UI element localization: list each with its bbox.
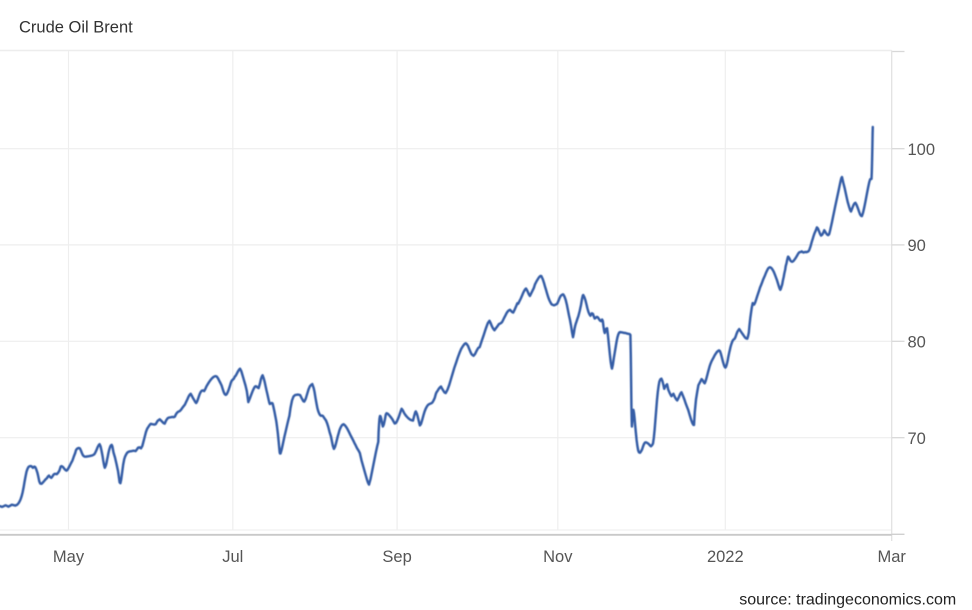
svg-text:May: May [53, 548, 85, 566]
svg-text:2022: 2022 [707, 548, 744, 566]
svg-text:90: 90 [908, 237, 926, 255]
svg-text:100: 100 [908, 141, 936, 159]
svg-text:Mar: Mar [877, 548, 906, 566]
svg-text:Crude Oil Brent: Crude Oil Brent [19, 19, 133, 37]
svg-text:source: tradingeconomics.com: source: tradingeconomics.com [739, 592, 956, 609]
svg-text:Jul: Jul [222, 548, 243, 566]
svg-text:70: 70 [908, 430, 926, 448]
svg-text:80: 80 [908, 334, 926, 352]
svg-text:Nov: Nov [543, 548, 573, 566]
svg-text:Sep: Sep [382, 548, 411, 566]
